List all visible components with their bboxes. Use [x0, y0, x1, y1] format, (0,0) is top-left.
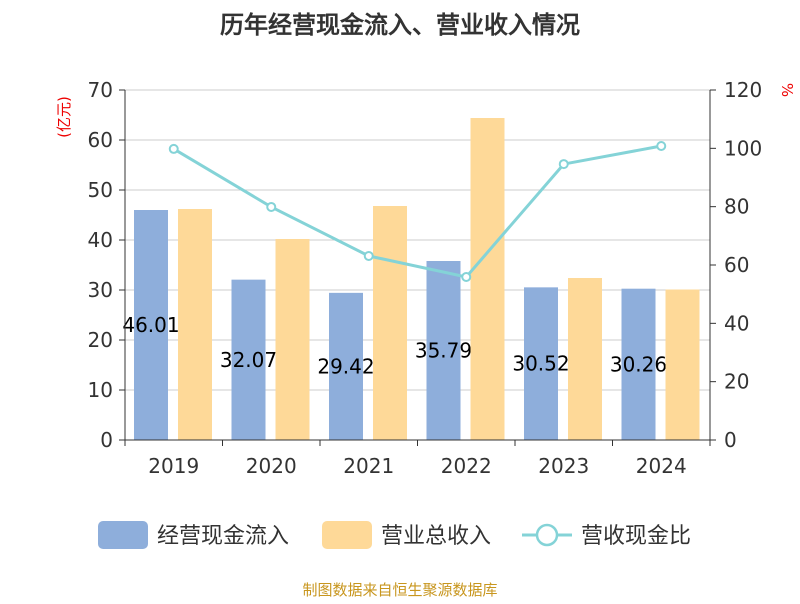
- y-tick-label: 40: [88, 228, 113, 252]
- x-tick-label: 2021: [343, 454, 394, 478]
- data-label: 30.52: [512, 352, 569, 376]
- y-tick-label: 50: [88, 178, 113, 202]
- bar-revenue[interactable]: [373, 206, 407, 440]
- x-tick-label: 2019: [148, 454, 199, 478]
- line-point[interactable]: [266, 201, 277, 212]
- bar-cash-inflow[interactable]: [621, 288, 656, 440]
- y-tick-label: 70: [88, 78, 113, 102]
- line-cash-ratio: [172, 144, 662, 279]
- bar-revenue[interactable]: [568, 278, 602, 440]
- legend-marker[interactable]: [535, 523, 559, 547]
- bar-cash-inflow[interactable]: [524, 287, 558, 440]
- legend-label[interactable]: 经营现金流入: [157, 524, 289, 549]
- bar-cash-inflow[interactable]: [329, 292, 363, 440]
- line-point[interactable]: [363, 250, 374, 261]
- data-label: 29.42: [317, 354, 374, 378]
- legend-swatch-revenue[interactable]: [322, 521, 372, 549]
- legend-label[interactable]: 营业总收入: [381, 524, 491, 549]
- line-point[interactable]: [558, 159, 569, 170]
- chart-title: 历年经营现金流入、营业收入情况: [220, 11, 580, 39]
- footer-source: 制图数据来自恒生聚源数据库: [302, 581, 497, 599]
- bar-revenue[interactable]: [178, 209, 212, 440]
- data-label: 32.07: [220, 348, 277, 372]
- y2-tick-label: 100: [724, 136, 762, 160]
- y-tick-label: 20: [88, 328, 113, 352]
- y-tick-label: 10: [88, 378, 113, 402]
- y-tick-label: 60: [88, 128, 113, 152]
- data-label: 35.79: [415, 339, 472, 363]
- y2-tick-label: 60: [724, 253, 749, 277]
- bar-cash-inflow[interactable]: [134, 210, 168, 440]
- y2-tick-label: 120: [724, 78, 762, 102]
- y2-tick-label: 20: [724, 370, 749, 394]
- line-point[interactable]: [656, 141, 667, 151]
- x-tick-label: 2024: [636, 454, 687, 478]
- bar-revenue[interactable]: [275, 239, 310, 440]
- data-label: 46.01: [122, 313, 179, 337]
- x-tick-label: 2022: [441, 454, 492, 478]
- y-axis-label: (亿元): [55, 96, 73, 138]
- y2-axis-label: %: [778, 83, 796, 97]
- legend-label[interactable]: 营收现金比: [581, 524, 691, 549]
- bar-cash-inflow[interactable]: [426, 261, 461, 440]
- legend-swatch-cash-inflow[interactable]: [98, 521, 148, 549]
- x-tick-label: 2020: [246, 454, 297, 478]
- bar-revenue[interactable]: [470, 118, 505, 440]
- y2-tick-label: 0: [724, 428, 737, 452]
- line-point[interactable]: [461, 271, 472, 282]
- bar-revenue[interactable]: [665, 289, 700, 441]
- y-tick-label: 0: [100, 428, 113, 452]
- y-tick-label: 30: [88, 278, 113, 302]
- bar-cash-inflow[interactable]: [231, 279, 266, 440]
- line-point[interactable]: [168, 143, 179, 154]
- x-tick-label: 2023: [538, 454, 589, 478]
- y2-tick-label: 80: [724, 195, 749, 219]
- y2-tick-label: 40: [724, 311, 749, 335]
- data-label: 30.26: [610, 352, 667, 376]
